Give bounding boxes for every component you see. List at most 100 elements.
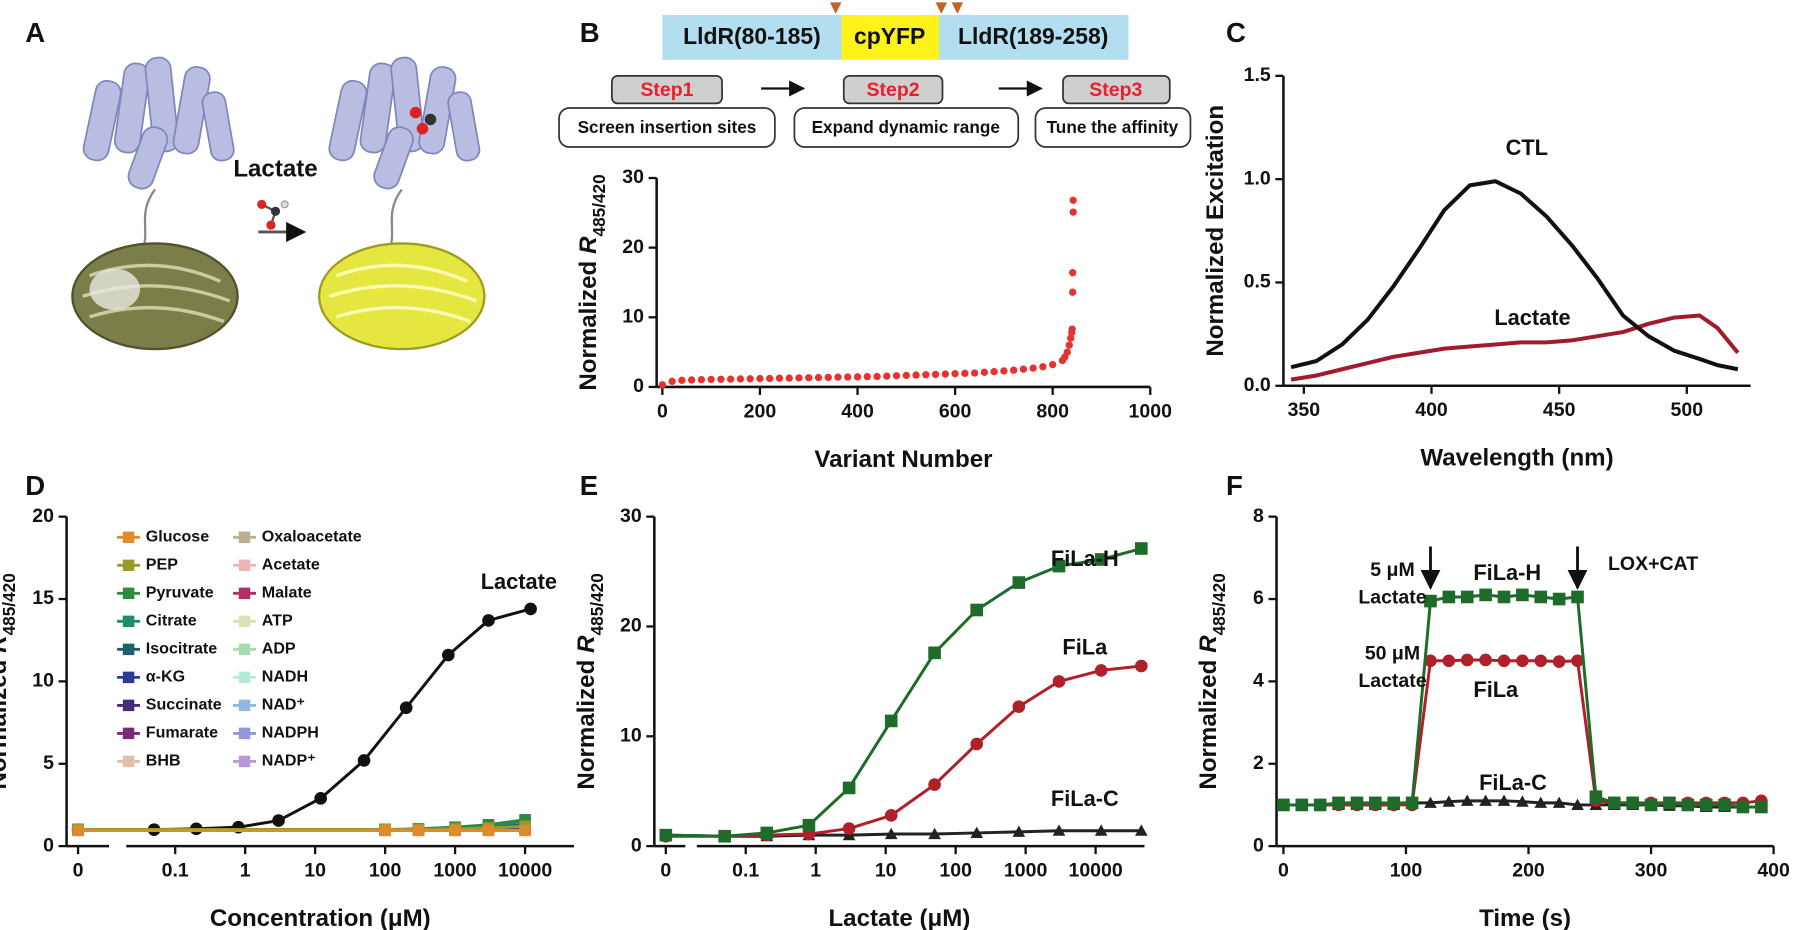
legend-swatch [238,531,251,544]
data-point [1069,196,1077,204]
data-point [1295,798,1309,812]
data-point [1134,824,1148,836]
data-point [707,375,715,384]
data-point [1094,824,1108,836]
data-point [928,778,941,791]
data-point [834,373,842,381]
annotation: Lactate [1358,670,1426,692]
data-point [1094,553,1108,566]
data-point [1552,655,1566,668]
data-point [1516,795,1529,807]
data-point [519,824,531,837]
x-tick-label: 0.1 [162,860,189,882]
data-point [1718,798,1731,812]
data-point [379,824,391,837]
y-tick-label: 8 [1253,505,1264,527]
data-point [760,826,774,840]
y-tick-label: 0.5 [1244,271,1271,293]
y-axis-label-symbol: R [575,236,602,254]
legend-swatch [122,699,135,712]
legend-label: BHB [146,752,181,770]
data-point [928,646,941,660]
data-point [697,375,706,384]
data-point [1479,588,1492,602]
data-point [1049,360,1057,369]
series-label: CTL [1506,135,1548,160]
data-point [1065,341,1073,349]
panel-label: C [1226,17,1246,48]
step-desc-box [1034,107,1192,148]
legend-label: α-KG [146,668,185,686]
panel-label: B [580,17,600,48]
step-name: Step3 [1089,79,1142,101]
x-tick-label: 0.1 [732,860,759,882]
protein-bound [317,56,486,351]
data-point [1460,653,1474,667]
data-point [72,824,84,837]
x-tick-label: 10 [875,860,897,882]
data-point [1052,824,1066,836]
construct-segment [662,15,842,60]
series-label: FiLa [1473,677,1519,702]
segment-label: LldR(189-258) [958,23,1108,49]
step-text: Screen insertion sites [578,117,757,137]
data-point [842,822,856,835]
x-tick-label: 1000 [1004,860,1048,882]
x-tick-label: 1000 [433,860,477,882]
data-point [1424,594,1437,608]
x-tick-label: 0 [657,400,668,422]
step-desc-box [558,107,776,148]
data-point [1313,798,1327,812]
data-point [1516,654,1529,668]
data-point [970,737,984,751]
legend-label: Succinate [146,696,222,714]
insertion-site [951,2,964,14]
legend-label: PEP [146,556,178,574]
series-label: FiLa-H [1051,546,1119,571]
data-point [1405,796,1419,810]
data-point [482,614,495,627]
x-tick-label: 100 [369,860,402,882]
annotation: Lactate [1358,586,1426,608]
data-point [659,828,673,842]
segment-label: LldR(80-185) [683,23,821,49]
legend-swatch [122,587,135,600]
y-axis-label-symbol: R [1195,635,1222,653]
step-name: Step1 [640,79,693,101]
step-box [1062,74,1171,105]
ligand-label: Lactate [233,155,317,182]
y-tick-label: 20 [622,236,644,258]
data-point [1589,790,1603,804]
x-tick-label: 10000 [1068,860,1122,882]
data-point [1460,794,1474,806]
insertion-site [829,2,842,14]
panel-label: F [1226,470,1243,501]
legend-swatch [122,643,135,656]
data-point [482,824,495,837]
data-point [873,372,881,381]
data-point [1552,796,1566,808]
data-point [1000,367,1008,375]
step-box [611,74,723,105]
data-point [1069,269,1077,277]
data-point [1039,363,1047,371]
x-tick-label: 1 [240,860,251,882]
data-point [272,814,285,827]
y-tick-label: 0 [633,375,644,397]
data-point [357,754,371,767]
x-tick-label: 500 [1671,399,1704,421]
data-point [756,374,764,383]
data-point [1497,794,1511,806]
data-point [1012,576,1026,589]
x-tick-label: 350 [1288,399,1321,421]
x-tick-label: 0 [73,860,84,882]
legend-swatch [238,671,251,684]
data-point [1571,798,1584,810]
step-text: Tune the affinity [1047,117,1179,137]
x-tick-label: 10 [304,860,326,882]
data-point [1571,654,1584,668]
y-axis-label: Normalized R485/420 [573,573,606,789]
legend-label: NADH [262,668,308,686]
legend-label: NAD⁺ [262,696,305,714]
